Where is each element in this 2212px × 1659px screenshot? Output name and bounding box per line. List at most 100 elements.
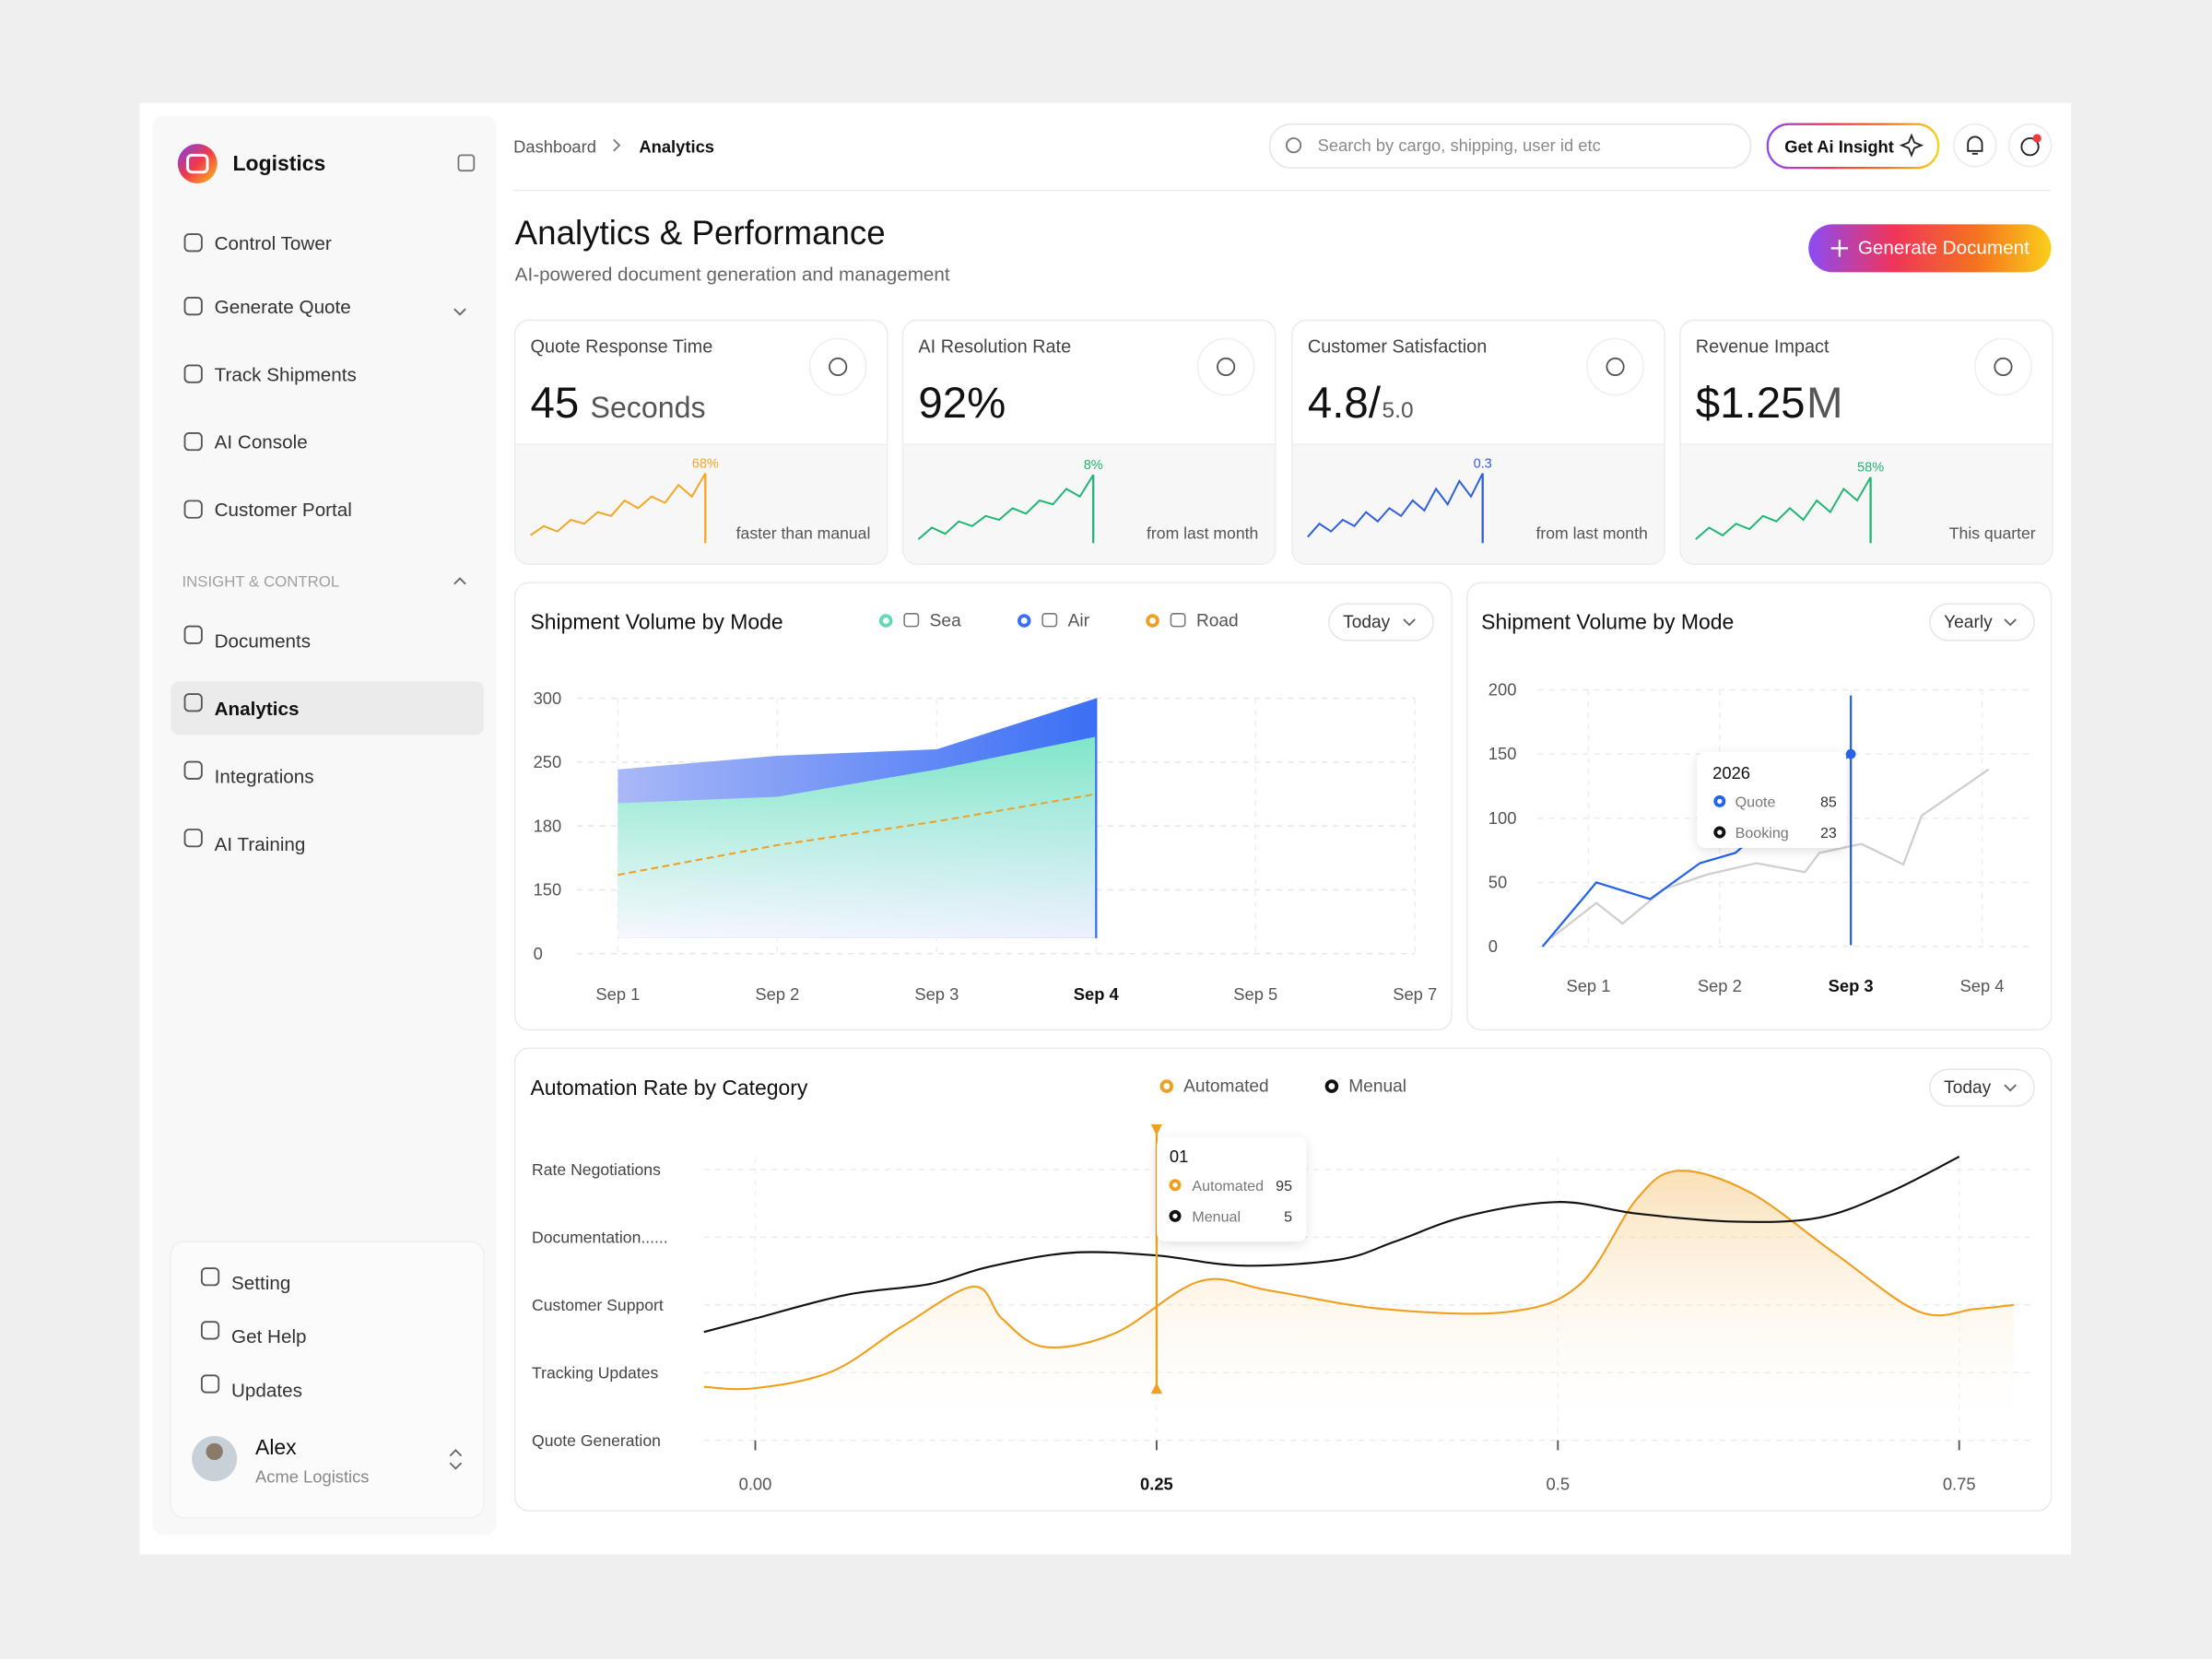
insight-button-label[interactable]: Get Ai Insight <box>1784 136 1894 156</box>
account-switch <box>449 1449 463 1470</box>
nav-section: INSIGHT & CONTROL <box>182 573 339 591</box>
period-dropdown[interactable] <box>1929 603 2035 641</box>
kpi-unit: 5.0 <box>1382 398 1414 423</box>
kpi-value: 92% <box>918 379 1006 428</box>
messages[interactable] <box>2007 123 2053 168</box>
tooltip-value: 5 <box>1284 1209 1292 1226</box>
area <box>618 736 1097 938</box>
insight-button[interactable] <box>1766 123 1940 170</box>
tooltip <box>1157 1136 1307 1241</box>
x-tick-label: 0.25 <box>1140 1474 1173 1493</box>
nav-item[interactable]: Documents <box>215 631 311 653</box>
nav-icon <box>183 829 203 848</box>
footer-icon <box>200 1321 220 1340</box>
period-label[interactable]: Today <box>1343 613 1390 632</box>
bell-icon <box>1967 135 1983 155</box>
nav-item[interactable]: AI Console <box>215 432 308 453</box>
kpi-badge: 68% <box>692 456 719 471</box>
kpi-card-top <box>1679 319 2053 445</box>
y-tick-label: 0 <box>1488 936 1498 956</box>
legend-label: Automated <box>1183 1077 1269 1097</box>
period-dropdown[interactable] <box>1929 1068 2035 1107</box>
legend-label: Road <box>1196 612 1239 631</box>
kpi-card-top <box>1291 319 1665 445</box>
nav-icon <box>183 297 203 316</box>
x-tick-label: Sep 2 <box>1698 976 1742 995</box>
breadcrumb[interactable]: Dashboard <box>513 136 596 156</box>
collapse-icon[interactable] <box>457 154 476 172</box>
generate-button[interactable] <box>1808 224 2052 273</box>
tooltip <box>1697 751 1847 848</box>
area <box>703 1171 2014 1441</box>
nav-item[interactable]: AI Training <box>215 834 306 855</box>
user-name: Alex <box>255 1435 297 1459</box>
x-tick-label: 0.00 <box>739 1474 772 1493</box>
period-label[interactable]: Yearly <box>1944 613 1993 632</box>
notifications[interactable] <box>1953 123 1997 168</box>
x-tick-label: Sep 7 <box>1393 984 1437 1004</box>
footer-item[interactable]: Get Help <box>231 1326 307 1347</box>
legend-icon <box>1041 613 1058 628</box>
sparkline <box>1695 477 1872 540</box>
nav-item[interactable]: Customer Portal <box>215 500 352 521</box>
sparkline <box>529 473 707 536</box>
sidebar <box>152 115 497 1535</box>
footer-item[interactable]: Updates <box>231 1380 302 1401</box>
tooltip-label: Automated <box>1192 1178 1264 1194</box>
kpi-icon <box>829 357 848 377</box>
legend-marker <box>1146 614 1159 628</box>
nav-item[interactable]: Integrations <box>215 766 314 787</box>
sparkline <box>917 474 1095 540</box>
kpi-note: from last month <box>1147 524 1258 543</box>
content: Logistics Control Tower Generate Quote Trac… <box>182 135 2053 1512</box>
chart-title: Automation Rate by Category <box>531 1076 808 1100</box>
kpi-icon-bg <box>1974 337 2032 396</box>
nav-item[interactable]: Track Shipments <box>215 364 357 385</box>
kpi-card-top <box>513 319 888 445</box>
y-tick-label: 180 <box>534 816 562 835</box>
generate-button-label[interactable]: Generate Document <box>1858 238 2030 259</box>
nav-item[interactable]: Analytics <box>215 699 300 720</box>
page-subtitle: AI-powered document generation and manag… <box>515 265 950 286</box>
legend-icon <box>903 613 920 628</box>
y-tick-label: 250 <box>534 752 562 771</box>
y-tick-label: Quote Generation <box>532 1431 661 1450</box>
search-placeholder: Search by cargo, shipping, user id etc <box>1318 135 1601 155</box>
legend-label: Air <box>1068 612 1090 631</box>
period-label[interactable]: Today <box>1944 1078 1991 1098</box>
nav-item[interactable]: Control Tower <box>215 233 332 254</box>
nav-icon <box>183 500 203 519</box>
tooltip-label: Booking <box>1735 825 1789 841</box>
page-title: Analytics & Performance <box>515 214 886 252</box>
search-box[interactable] <box>1268 123 1752 169</box>
line <box>703 1155 1960 1334</box>
footer-icon <box>200 1374 220 1394</box>
tooltip-value: 95 <box>1276 1178 1292 1194</box>
footer-item[interactable]: Setting <box>231 1273 290 1294</box>
x-tick-label: 0.5 <box>1547 1474 1571 1493</box>
tooltip-marker <box>1169 1179 1182 1192</box>
kpi-value: 4.8/ <box>1308 379 1382 428</box>
y-tick-label: 150 <box>534 880 562 900</box>
kpi-value: $1.25 <box>1696 379 1806 428</box>
nav-item[interactable]: Generate Quote <box>215 297 351 318</box>
kpi-note: This quarter <box>1949 524 2036 543</box>
y-tick-label: 150 <box>1488 744 1517 763</box>
legend-icon <box>1170 613 1186 628</box>
avatar-head <box>206 1442 223 1461</box>
sparkline <box>1307 473 1484 538</box>
x-tick-label: Sep 3 <box>914 984 959 1004</box>
nav-icon <box>183 233 203 253</box>
tooltip-marker <box>1713 826 1726 839</box>
kpi-icon <box>1217 357 1236 377</box>
y-tick-label: 200 <box>1488 680 1517 700</box>
search-icon <box>1285 137 1302 154</box>
x-tick-label: Sep 1 <box>595 984 640 1004</box>
tooltip-marker <box>1713 794 1726 807</box>
tooltip-value: 85 <box>1820 794 1837 811</box>
kpi-icon <box>1606 357 1625 377</box>
kpi-label: Revenue Impact <box>1696 337 1830 358</box>
period-dropdown[interactable] <box>1328 603 1434 641</box>
legend-marker <box>1324 1079 1339 1093</box>
nav-icon <box>183 364 203 383</box>
